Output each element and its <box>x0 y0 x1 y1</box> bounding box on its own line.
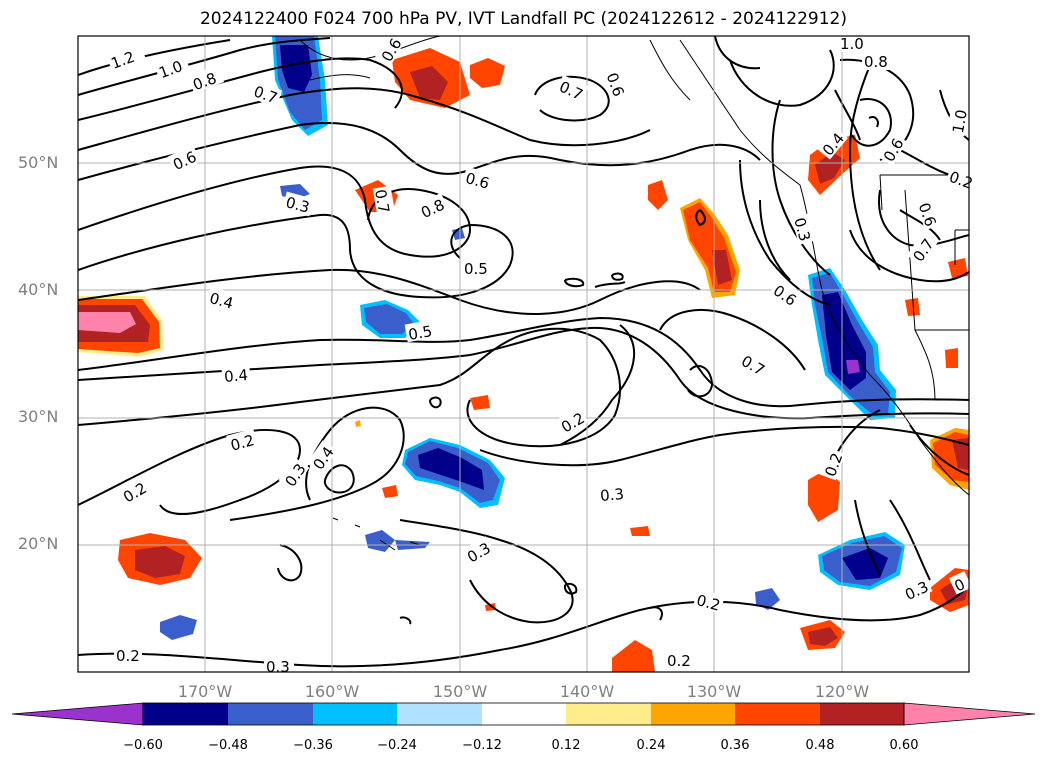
contour-label: 0.2 <box>667 652 691 670</box>
colorbar-tick-label: −0.12 <box>462 738 502 753</box>
contour-label: 0.8 <box>864 53 888 71</box>
colorbar-tick-label: −0.48 <box>208 738 248 753</box>
colorbar-extend-low <box>11 702 144 726</box>
lon-tick-label: 130°W <box>686 682 742 701</box>
pv-contours <box>78 36 969 668</box>
colorbar-tick-label: −0.24 <box>377 738 417 753</box>
lon-tick-label: 140°W <box>559 682 615 701</box>
contour-label: 0.3 <box>284 193 312 217</box>
contour-label: 0.3 <box>790 216 814 244</box>
colorbar-tick-label: 0.12 <box>551 738 581 753</box>
lat-tick-label: 40°N <box>18 280 59 299</box>
lon-tick-label: 160°W <box>304 682 360 701</box>
lat-tick-label: 50°N <box>18 153 59 172</box>
contour-label: 1.0 <box>840 35 864 53</box>
contour-label: 0.7 <box>371 188 393 215</box>
colorbar-tick-label: 0.48 <box>805 738 835 753</box>
map-title: 2024122400 F024 700 hPa PV, IVT Landfall… <box>199 9 847 29</box>
contour-label: 0.4 <box>223 366 248 386</box>
contour-label: 0.5 <box>407 322 434 344</box>
contour-label: 0.5 <box>464 260 488 278</box>
lat-tick-label: 30°N <box>18 407 59 426</box>
contour-label: 0.3 <box>599 485 624 505</box>
colorbar-tick-label: −0.60 <box>123 738 163 753</box>
contour-label: 0.3 <box>266 658 290 676</box>
contour-label: 0.2 <box>116 647 140 665</box>
contour-label: 0.2 <box>947 168 976 193</box>
contour-label: 0.4 <box>208 289 236 313</box>
lon-tick-label: 170°W <box>177 682 233 701</box>
lon-tick-label: 120°W <box>814 682 870 701</box>
contour-label: 0.6 <box>464 169 492 193</box>
colorbar-tick-label: −0.36 <box>293 738 333 753</box>
plot-frame <box>77 35 970 673</box>
contour-label: 0.7 <box>909 235 937 265</box>
colorbar-tick-label: 0.60 <box>889 738 919 753</box>
colorbar-extend-high <box>903 702 1036 726</box>
colorbar <box>11 702 1036 726</box>
contour-label: 1.0 <box>949 108 971 135</box>
contour-label: 0.2 <box>229 431 257 455</box>
lat-tick-label: 20°N <box>18 534 59 553</box>
coastlines <box>299 36 969 551</box>
colorbar-tick-label: 0.36 <box>720 738 750 753</box>
colorbar-tick-label: 0.24 <box>636 738 666 753</box>
contour-label: 0.2 <box>695 591 723 615</box>
lon-tick-label: 150°W <box>432 682 488 701</box>
